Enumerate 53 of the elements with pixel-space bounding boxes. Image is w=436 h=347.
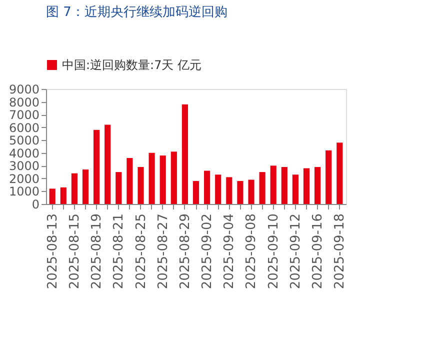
y-tick-label: 5000 bbox=[8, 134, 40, 148]
bar bbox=[148, 152, 155, 204]
bar bbox=[215, 174, 222, 204]
bar bbox=[336, 142, 343, 204]
y-tick-label: 4000 bbox=[8, 146, 40, 160]
y-tick-label: 7000 bbox=[8, 108, 40, 122]
bar bbox=[60, 187, 66, 204]
bar bbox=[104, 124, 111, 204]
bar bbox=[292, 174, 298, 204]
x-tick-label: 2025-09-18 bbox=[332, 214, 348, 290]
x-tick-label: 2025-08-19 bbox=[90, 214, 105, 290]
bar bbox=[49, 188, 56, 204]
legend-label: 中国:逆回购数量:7天 亿元 bbox=[62, 58, 202, 72]
chart-title: 图 7：近期央行继续加码逆回购 bbox=[46, 5, 228, 20]
bar bbox=[116, 172, 122, 204]
x-tick-label: 2025-08-13 bbox=[45, 214, 60, 290]
x-tick-label: 2025-09-08 bbox=[244, 214, 260, 290]
bar bbox=[94, 130, 100, 204]
y-tick-label: 6000 bbox=[8, 120, 40, 135]
bar bbox=[248, 180, 254, 204]
bar bbox=[326, 150, 332, 204]
bar bbox=[170, 152, 177, 204]
y-tick-label: 8000 bbox=[8, 95, 40, 110]
bar bbox=[237, 181, 244, 204]
y-tick-label: 3000 bbox=[8, 159, 40, 174]
x-tick-label: 2025-08-29 bbox=[178, 214, 193, 290]
bar bbox=[126, 158, 133, 204]
bar bbox=[259, 172, 266, 204]
x-tick-label: 2025-09-12 bbox=[288, 214, 304, 290]
x-tick-label: 2025-09-04 bbox=[222, 214, 238, 290]
bar bbox=[71, 173, 78, 204]
y-tick-label: 9000 bbox=[8, 82, 40, 96]
y-tick-label: 1000 bbox=[8, 184, 40, 199]
bar bbox=[204, 170, 210, 204]
x-tick-label: 2025-08-15 bbox=[67, 214, 82, 290]
x-tick-label: 2025-08-25 bbox=[134, 214, 149, 290]
y-tick-label: 2000 bbox=[8, 172, 40, 186]
bar bbox=[192, 181, 200, 204]
x-tick-label: 2025-09-10 bbox=[266, 214, 282, 290]
bar bbox=[138, 166, 144, 204]
bar bbox=[182, 104, 188, 204]
bar bbox=[270, 166, 276, 204]
bar bbox=[303, 168, 310, 204]
bar bbox=[281, 166, 288, 204]
bar bbox=[314, 166, 321, 204]
x-tick-label: 2025-08-21 bbox=[112, 214, 127, 290]
bar bbox=[226, 177, 232, 204]
x-tick-label: 2025-08-27 bbox=[156, 214, 171, 290]
x-tick-label: 2025-09-02 bbox=[200, 214, 216, 290]
bar bbox=[82, 170, 89, 204]
x-tick-label: 2025-09-16 bbox=[310, 214, 326, 290]
bar bbox=[160, 155, 166, 204]
y-tick-label: 0 bbox=[32, 198, 40, 212]
